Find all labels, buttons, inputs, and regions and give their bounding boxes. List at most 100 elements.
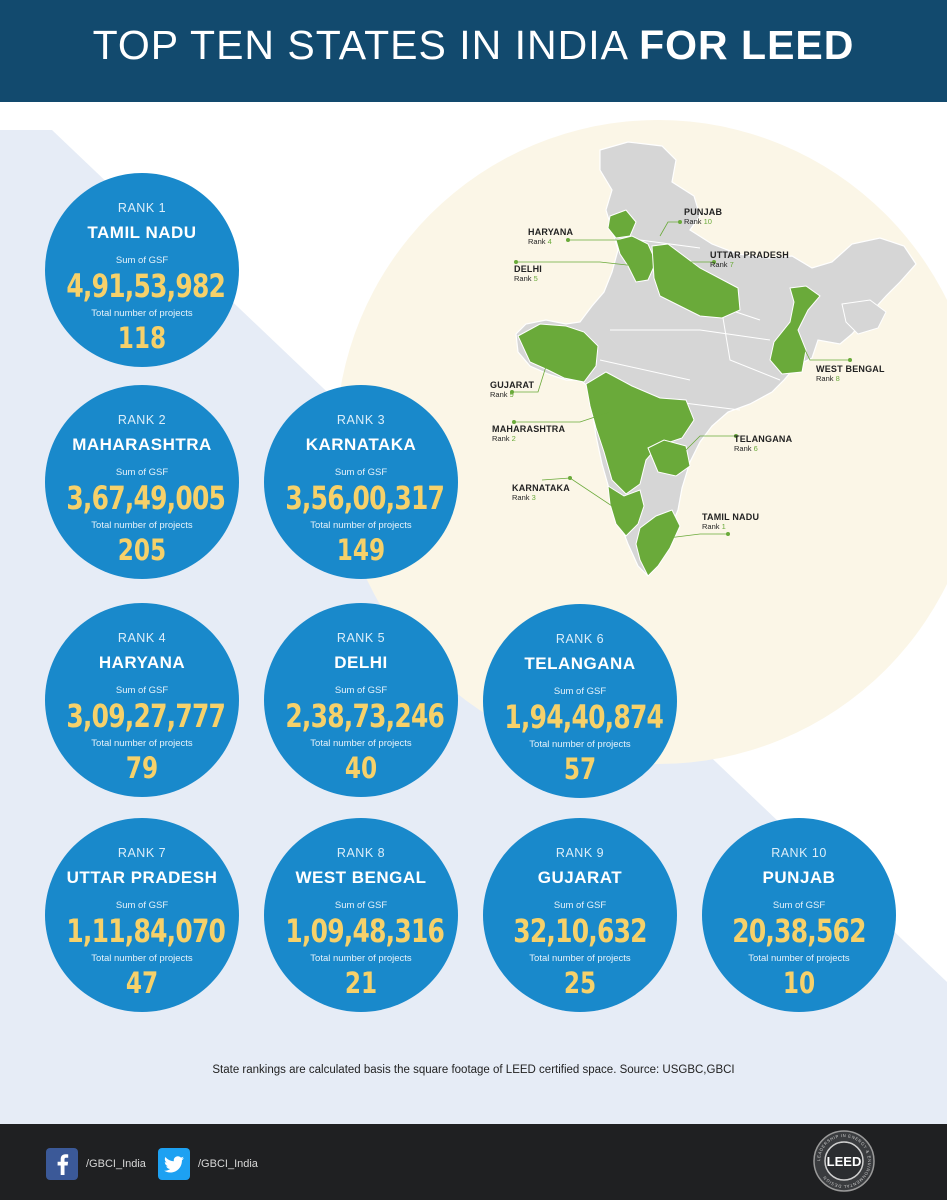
gsf-value: 3,67,49,005 [66, 479, 226, 517]
state-name: GUJARAT [537, 868, 623, 887]
map-leader-lines [512, 221, 850, 539]
twitter-icon[interactable] [158, 1148, 190, 1180]
rank-label: RANK 10 [771, 846, 827, 860]
gsf-label: Sum of GSF [115, 255, 169, 266]
gsf-label: Sum of GSF [115, 467, 169, 478]
state-name: MAHARASHTRA [72, 435, 212, 454]
facebook-icon[interactable] [46, 1148, 78, 1180]
gsf-label: Sum of GSF [115, 685, 169, 696]
rank-label: RANK 8 [336, 846, 386, 860]
footnote: State rankings are calculated basis the … [212, 1064, 735, 1076]
rank-label: RANK 4 [117, 631, 167, 645]
gsf-value: 2,38,73,246 [285, 697, 445, 735]
map-west-bengal [769, 285, 821, 375]
rank-label: RANK 1 [117, 201, 167, 215]
projects-value: 10 [782, 966, 816, 1000]
rank-label: RANK 2 [117, 413, 167, 427]
rank-card-gujarat: RANK 9 GUJARAT Sum of GSF 32,10,632 Tota… [483, 818, 677, 1012]
gsf-label: Sum of GSF [334, 685, 388, 696]
state-name: TELANGANA [524, 654, 636, 673]
leed-logo-text: LEED [827, 1154, 862, 1169]
projects-label: Total number of projects [91, 953, 193, 964]
gsf-label: Sum of GSF [115, 900, 169, 911]
map-haryana [615, 235, 657, 283]
state-name: HARYANA [98, 653, 186, 672]
header-banner: TOP TEN STATES IN INDIA FOR LEED [0, 0, 947, 102]
map-label-haryana: HARYANA Rank 4 [528, 227, 574, 246]
projects-label: Total number of projects [748, 953, 850, 964]
gsf-value: 4,91,53,982 [66, 267, 226, 305]
northeast-region [841, 299, 887, 335]
projects-label: Total number of projects [91, 308, 193, 319]
map-leader-dots [510, 220, 852, 536]
title-light-text: TOP TEN STATES IN INDIA [92, 22, 640, 68]
projects-value: 25 [563, 966, 597, 1000]
projects-label: Total number of projects [310, 738, 412, 749]
facebook-link[interactable]: /GBCI_India [46, 1148, 146, 1180]
gsf-label: Sum of GSF [553, 686, 607, 697]
state-name: WEST BENGAL [295, 868, 427, 887]
map-gujarat [517, 323, 599, 383]
map-karnataka [607, 485, 645, 537]
title-bold-text: FOR LEED [639, 22, 855, 68]
footer: /GBCI_India /GBCI_India LEADERSHIP IN EN… [0, 1124, 947, 1200]
rank-card-punjab: RANK 10 PUNJAB Sum of GSF 20,38,562 Tota… [702, 818, 896, 1012]
gsf-value: 1,09,48,316 [285, 912, 445, 950]
gsf-value: 20,38,562 [732, 912, 866, 950]
gsf-value: 1,94,40,874 [504, 698, 664, 736]
projects-value: 40 [344, 751, 378, 785]
rank-label: RANK 3 [336, 413, 386, 427]
ranked-states [517, 209, 821, 577]
twitter-handle[interactable]: /GBCI_India [198, 1158, 258, 1170]
rank-card-maharashtra: RANK 2 MAHARASHTRA Sum of GSF 3,67,49,00… [45, 385, 239, 579]
rank-card-haryana: RANK 4 HARYANA Sum of GSF 3,09,27,777 To… [45, 603, 239, 797]
rank-card-tamil-nadu: RANK 1 TAMIL NADU Sum of GSF 4,91,53,982… [45, 173, 239, 367]
twitter-link[interactable]: /GBCI_India [158, 1148, 258, 1180]
rank-card-uttar-pradesh: RANK 7 UTTAR PRADESH Sum of GSF 1,11,84,… [45, 818, 239, 1012]
gsf-value: 3,56,00,317 [285, 479, 445, 517]
rank-label: RANK 7 [117, 846, 167, 860]
map-label-gujarat: GUJARAT Rank 9 [490, 380, 535, 399]
rank-label: RANK 5 [336, 631, 386, 645]
rank-card-delhi: RANK 5 DELHI Sum of GSF 2,38,73,246 Tota… [264, 603, 458, 797]
map-label-punjab: PUNJAB Rank 10 [684, 207, 723, 226]
gsf-label: Sum of GSF [553, 900, 607, 911]
state-name: UTTAR PRADESH [66, 868, 218, 887]
state-name: TAMIL NADU [87, 223, 197, 242]
map-telangana [647, 439, 691, 477]
state-name: PUNJAB [762, 868, 836, 887]
map-label-telangana: TELANGANA Rank 6 [734, 434, 793, 453]
map-label-maharashtra: MAHARASHTRA Rank 2 [492, 424, 566, 443]
projects-value: 118 [117, 321, 167, 355]
projects-value: 21 [344, 966, 378, 1000]
projects-label: Total number of projects [310, 953, 412, 964]
leed-logo: LEADERSHIP IN ENERGY & ENVIRONMENTAL DES… [813, 1130, 875, 1192]
map-label-delhi: DELHI Rank 5 [514, 264, 542, 283]
gsf-value: 32,10,632 [513, 912, 647, 950]
projects-label: Total number of projects [529, 953, 631, 964]
projects-label: Total number of projects [91, 738, 193, 749]
map-label-uttar-pradesh: UTTAR PRADESH Rank 7 [710, 250, 789, 269]
map-label-tamil-nadu: TAMIL NADU Rank 1 [702, 512, 760, 531]
projects-value: 205 [117, 533, 167, 567]
gsf-label: Sum of GSF [334, 467, 388, 478]
projects-label: Total number of projects [310, 520, 412, 531]
projects-value: 47 [125, 966, 159, 1000]
projects-value: 79 [125, 751, 159, 785]
gsf-value: 3,09,27,777 [66, 697, 226, 735]
map-tamil-nadu [635, 509, 681, 577]
rank-card-karnataka: RANK 3 KARNATAKA Sum of GSF 3,56,00,317 … [264, 385, 458, 579]
rank-label: RANK 9 [555, 846, 605, 860]
map-label-karnataka: KARNATAKA Rank 3 [512, 483, 570, 502]
state-name: KARNATAKA [305, 435, 417, 454]
projects-label: Total number of projects [529, 739, 631, 750]
map-label-west-bengal: WEST BENGAL Rank 8 [816, 364, 885, 383]
rank-card-west-bengal: RANK 8 WEST BENGAL Sum of GSF 1,09,48,31… [264, 818, 458, 1012]
state-name: DELHI [334, 653, 388, 672]
projects-value: 57 [563, 752, 597, 786]
gsf-label: Sum of GSF [334, 900, 388, 911]
rank-card-telangana: RANK 6 TELANGANA Sum of GSF 1,94,40,874 … [483, 604, 677, 798]
projects-label: Total number of projects [91, 520, 193, 531]
facebook-handle[interactable]: /GBCI_India [86, 1158, 146, 1170]
